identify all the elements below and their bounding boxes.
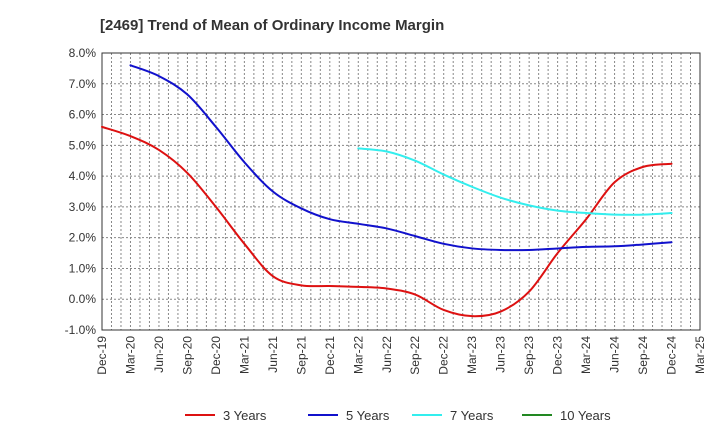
- legend-label-5-years: 5 Years: [346, 408, 390, 423]
- y-tick-label: 0.0%: [69, 292, 97, 306]
- x-tick-label: Dec-19: [95, 336, 109, 375]
- series-line-7-years: [357, 147, 673, 216]
- x-tick-label: Dec-24: [665, 336, 679, 375]
- x-tick-label: Mar-21: [237, 336, 251, 374]
- legend-label-3-years: 3 Years: [223, 408, 267, 423]
- x-tick-label: Dec-21: [323, 336, 337, 375]
- x-tick-label: Jun-22: [380, 336, 394, 373]
- plot-border: [101, 52, 701, 331]
- x-tick-label: Dec-22: [437, 336, 451, 375]
- x-tick-label: Sep-22: [408, 336, 422, 375]
- y-tick-label: 6.0%: [69, 108, 97, 122]
- legend-label-10-years: 10 Years: [560, 408, 611, 423]
- x-tick-label: Sep-21: [294, 336, 308, 375]
- y-tick-label: 3.0%: [69, 200, 97, 214]
- x-tick-label: Jun-21: [266, 336, 280, 373]
- y-tick-label: 1.0%: [69, 261, 97, 275]
- x-tick-label: Dec-20: [209, 336, 223, 375]
- chart-title: [2469] Trend of Mean of Ordinary Income …: [100, 17, 444, 34]
- x-tick-label: Sep-24: [636, 336, 650, 375]
- x-tick-label: Mar-24: [579, 336, 593, 374]
- series-lines: [101, 64, 673, 318]
- x-tick-label: Mar-20: [123, 336, 137, 374]
- x-tick-label: Mar-25: [693, 336, 707, 374]
- legend: 3 Years 5 Years 7 Years 10 Years: [185, 408, 611, 423]
- y-tick-label: 5.0%: [69, 138, 97, 152]
- y-tick-label: -1.0%: [65, 323, 97, 337]
- x-tick-label: Jun-24: [608, 336, 622, 373]
- x-tick-label: Mar-23: [465, 336, 479, 374]
- y-tick-label: 7.0%: [69, 77, 97, 91]
- x-tick-label: Mar-22: [351, 336, 365, 374]
- x-tick-label: Sep-20: [180, 336, 194, 375]
- legend-label-7-years: 7 Years: [450, 408, 494, 423]
- x-tick-label: Sep-23: [522, 336, 536, 375]
- x-tick-label: Jun-23: [494, 336, 508, 373]
- y-tick-label: 8.0%: [69, 46, 97, 60]
- axes: 8.0% 7.0% 6.0% 5.0% 4.0% 3.0% 2.0% 1.0% 0.0% -1.0…: [65, 46, 707, 375]
- x-tick-label: Dec-23: [551, 336, 565, 375]
- plot-area: [102, 53, 700, 330]
- grid-lines: [101, 52, 701, 331]
- x-tick-label: Jun-20: [152, 336, 166, 373]
- series-line-3-years: [101, 125, 673, 318]
- y-tick-label: 2.0%: [69, 231, 97, 245]
- series-line-5-years: [129, 64, 673, 252]
- y-tick-label: 4.0%: [69, 169, 97, 183]
